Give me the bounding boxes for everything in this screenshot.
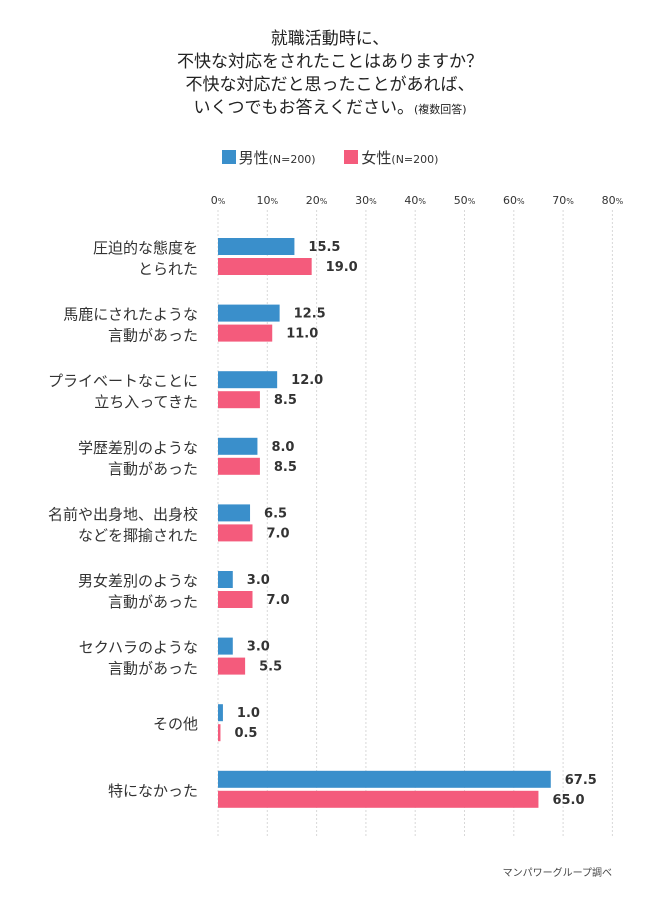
x-tick-label: 70%	[552, 194, 574, 207]
value-label: 8.0	[271, 440, 294, 455]
x-tick-label: 0%	[211, 194, 226, 207]
value-label: 12.5	[294, 307, 326, 322]
category-label: 馬鹿にされたような	[63, 306, 198, 324]
category-label: 立ち入ってきた	[94, 393, 198, 411]
category-label: 名前や出身地、出身校	[48, 505, 198, 523]
value-label: 65.0	[552, 793, 584, 808]
category-label: とられた	[138, 260, 198, 278]
value-label: 6.5	[264, 506, 287, 521]
bar-female	[218, 591, 253, 608]
category-label: などを揶揄された	[78, 526, 198, 544]
title-line-2: 不快な対応をされたことはありますか？	[177, 52, 483, 72]
bar-male	[218, 504, 251, 522]
legend-n-male: (N=200)	[268, 153, 316, 166]
bar-female	[218, 724, 221, 742]
value-label: 0.5	[234, 726, 257, 741]
value-label: 1.0	[237, 706, 260, 721]
bar-male	[218, 637, 233, 655]
bar-male	[218, 371, 278, 389]
category-label: セクハラのような	[79, 639, 198, 657]
bar-female	[218, 258, 312, 275]
value-label: 3.0	[247, 640, 270, 655]
x-tick-label: 60%	[503, 194, 525, 207]
category-label: 圧迫的な態度を	[93, 239, 198, 257]
x-tick-label: 20%	[306, 194, 328, 207]
category-label: 言動があった	[108, 327, 198, 345]
x-tick-label: 40%	[404, 194, 426, 207]
legend-n-female: (N=200)	[391, 153, 439, 166]
value-label: 7.0	[267, 593, 290, 608]
category-label: 特になかった	[108, 782, 198, 800]
legend-swatch-female	[344, 150, 359, 164]
category-label: 言動があった	[108, 460, 198, 478]
category-label: 男女差別のような	[78, 572, 198, 590]
bar-female	[218, 524, 253, 542]
bar-female	[218, 324, 273, 342]
bar-female	[218, 457, 260, 475]
legend-item-male: 男性(N=200)	[221, 147, 316, 168]
value-label: 5.5	[259, 660, 282, 675]
legend: 男性(N=200) 女性(N=200)	[0, 147, 660, 168]
legend-item-female: 女性(N=200)	[344, 147, 438, 168]
category-label: 学歴差別のような	[78, 439, 198, 457]
title-line-1: 就職活動時に、	[270, 29, 390, 49]
category-label: 言動があった	[108, 593, 198, 611]
value-label: 15.5	[308, 240, 340, 255]
value-label: 19.0	[326, 260, 358, 275]
legend-label-male: 男性	[238, 149, 269, 167]
legend-swatch-male	[221, 150, 236, 164]
category-label: その他	[153, 715, 198, 733]
bar-male	[218, 704, 223, 722]
value-label: 8.5	[274, 393, 297, 408]
bar-male	[218, 770, 551, 788]
value-label: 12.0	[291, 373, 323, 388]
value-label: 11.0	[286, 327, 318, 342]
bar-male	[218, 304, 280, 322]
legend-label-female: 女性	[361, 149, 392, 167]
bar-male	[218, 437, 258, 455]
x-tick-label: 80%	[602, 194, 624, 207]
chart-title: 就職活動時に、 不快な対応をされたことはありますか？ 不快な対応だと思ったことが…	[0, 28, 660, 121]
value-label: 7.0	[267, 526, 290, 541]
value-label: 67.5	[565, 773, 597, 788]
category-label: プライベートなことに	[48, 372, 198, 390]
bar-male	[218, 571, 233, 588]
title-line-4: いくつでもお答えください。	[193, 98, 414, 118]
x-tick-label: 50%	[454, 194, 476, 207]
bar-female	[218, 790, 539, 808]
source-note: マンパワーグループ調べ	[502, 868, 612, 879]
bar-male	[218, 238, 295, 255]
bar-female	[218, 657, 246, 675]
value-label: 8.5	[274, 460, 297, 475]
title-note: (複数回答)	[413, 103, 467, 116]
x-tick-label: 10%	[256, 194, 278, 207]
category-label: 言動があった	[108, 660, 198, 678]
x-tick-label: 30%	[355, 194, 377, 207]
value-label: 3.0	[247, 573, 270, 588]
bar-female	[218, 391, 260, 409]
title-line-3: 不快な対応だと思ったことがあれば、	[185, 75, 475, 95]
